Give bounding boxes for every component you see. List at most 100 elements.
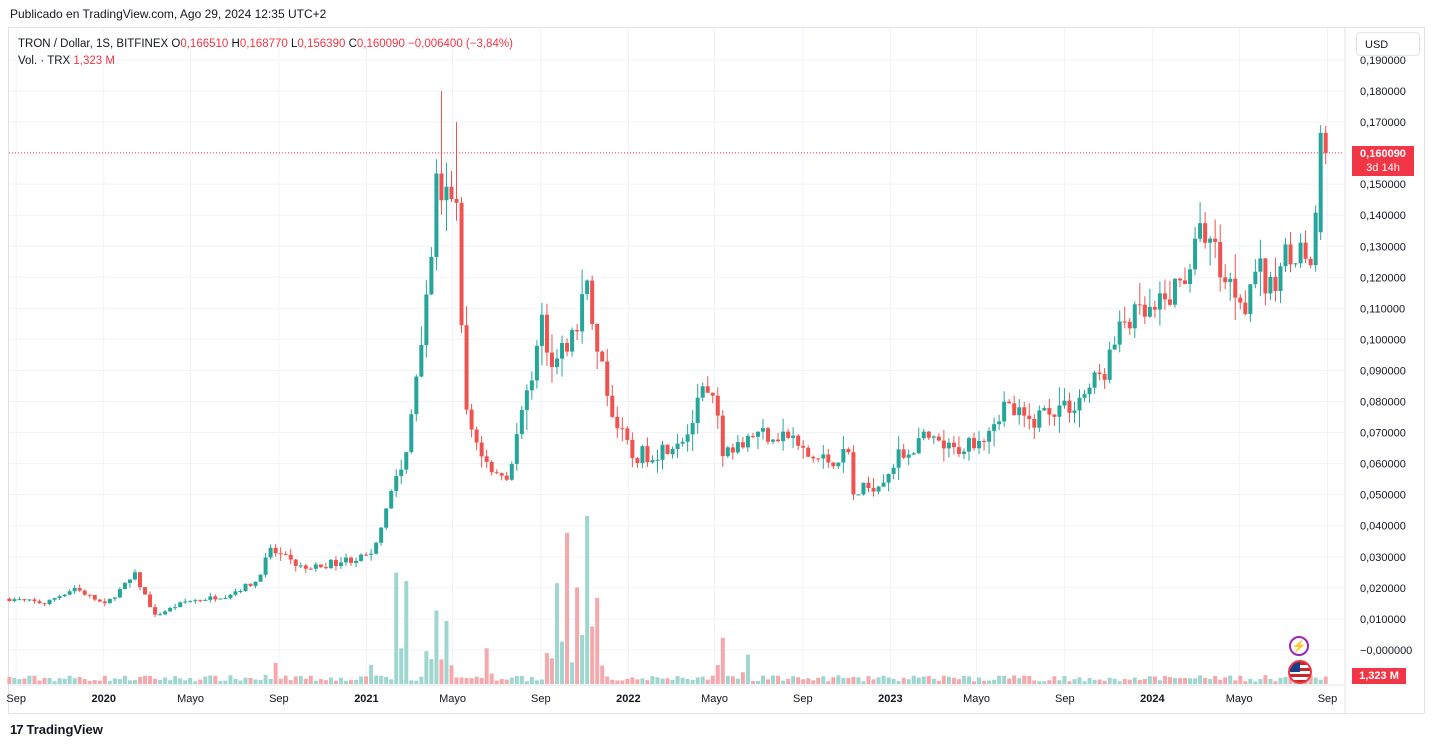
volume-bar (32, 675, 37, 684)
candle-body (710, 392, 715, 396)
candle-body (796, 435, 801, 446)
candle-body (1172, 278, 1177, 305)
volume-bar (630, 677, 635, 684)
us-flag-icon[interactable] (1288, 660, 1312, 684)
volume-bar (931, 678, 936, 684)
candle-body (419, 345, 424, 377)
candle-body (560, 342, 565, 359)
volume-bar (394, 572, 399, 684)
volume-bar (936, 680, 941, 684)
candle-body (42, 603, 47, 605)
candle-body (82, 590, 87, 595)
x-tick-label: Sep (1318, 693, 1338, 705)
candle-body (349, 557, 354, 563)
y-tick-label: 0,060000 (1360, 459, 1406, 471)
candle-body (122, 582, 127, 590)
x-tick-label: Mayo (439, 693, 466, 705)
volume-bar (846, 678, 851, 684)
candle-body (1218, 241, 1223, 278)
candle-body (374, 542, 379, 554)
candle-body (168, 607, 173, 612)
candle-body (1233, 278, 1238, 298)
candle-body (1258, 258, 1263, 272)
volume-row: Vol. · TRX 1,323 M (18, 53, 513, 70)
volume-bar (1208, 679, 1213, 684)
candle-body (821, 454, 826, 459)
volume-bar (328, 677, 333, 684)
volume-bar (1238, 675, 1243, 684)
volume-bar (796, 677, 801, 684)
lightning-icon[interactable]: ⚡ (1289, 636, 1309, 656)
candle-body (328, 559, 333, 569)
candle-body (936, 436, 941, 441)
candle-body (1127, 321, 1132, 329)
volume-bar (278, 678, 283, 684)
candle-body (987, 430, 992, 442)
volume-bar (951, 677, 956, 684)
volume-bar (735, 678, 740, 684)
candle-body (554, 358, 559, 367)
volume-bar (695, 677, 700, 684)
volume-bar (62, 678, 67, 684)
candle-body (47, 599, 52, 605)
candle-body (695, 397, 700, 424)
volume-bar (399, 648, 404, 684)
volume-bar (941, 675, 946, 684)
bar-countdown: 3d 14h (1366, 162, 1400, 174)
volume-bar (72, 678, 77, 684)
volume-bar (791, 676, 796, 684)
volume-bar (1278, 677, 1283, 684)
tradingview-logo[interactable]: 17 TradingView (10, 722, 103, 737)
candle-body (333, 559, 338, 567)
x-tick-label: Sep (6, 693, 26, 705)
candle-body (625, 428, 630, 440)
volume-bar (580, 634, 585, 684)
candle-body (720, 415, 725, 457)
candle-body (630, 439, 635, 459)
volume-bar (318, 678, 323, 684)
candle-body (766, 428, 771, 442)
volume-bar (529, 676, 534, 684)
volume-bar (1032, 680, 1037, 684)
candle-body (77, 588, 82, 591)
volume-bar (740, 672, 745, 684)
y-tick-label: 0,190000 (1360, 55, 1406, 67)
candle-body (1203, 223, 1208, 243)
currency-button[interactable]: USD (1356, 32, 1420, 56)
candle-body (1228, 278, 1233, 283)
volume-bar (27, 675, 32, 684)
volume-bar (650, 676, 655, 684)
x-tick-label: Mayo (701, 693, 728, 705)
candle-body (1313, 212, 1318, 266)
volume-bar (1193, 678, 1198, 684)
volume-bar (117, 679, 122, 684)
y-tick-label: 0,100000 (1360, 334, 1406, 346)
candle-body (1243, 302, 1248, 315)
candle-body (1208, 238, 1213, 243)
volume-bar (1318, 679, 1323, 684)
candle-body (514, 434, 519, 464)
candle-body (1283, 244, 1288, 267)
volume-bar (429, 659, 434, 684)
candle-body (1213, 238, 1218, 242)
volume-bar (82, 679, 87, 684)
brand-name: TradingView (26, 722, 103, 737)
candle-body (384, 508, 389, 528)
volume-bar (293, 676, 298, 684)
low-value: 0,156390 (297, 38, 346, 50)
volume-bar (1263, 675, 1268, 684)
volume-bar (866, 676, 871, 684)
volume-bar (338, 677, 343, 684)
candle-body (313, 564, 318, 569)
candle-body (52, 598, 57, 600)
candle-body (585, 280, 590, 295)
volume-bar (183, 680, 188, 684)
candle-body (158, 614, 163, 616)
volume-bar (575, 587, 580, 684)
volume-bar (1042, 681, 1047, 684)
candle-body (1112, 344, 1117, 350)
candle-body (288, 554, 293, 560)
volume-bar (610, 679, 615, 684)
y-tick-label: −0,000000 (1360, 645, 1412, 657)
